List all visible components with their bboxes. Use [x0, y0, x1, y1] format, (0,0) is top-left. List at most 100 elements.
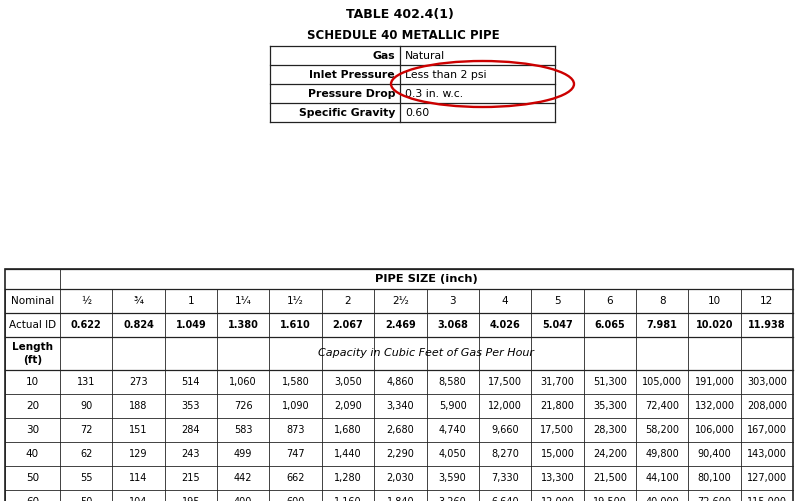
Text: 11.938: 11.938 [748, 320, 786, 330]
Text: 50: 50 [26, 473, 39, 483]
Text: 215: 215 [182, 473, 200, 483]
Text: 208,000: 208,000 [747, 401, 787, 411]
Text: 1,090: 1,090 [282, 401, 310, 411]
Text: 8,580: 8,580 [439, 377, 466, 387]
Text: 60: 60 [26, 497, 39, 501]
Text: 106,000: 106,000 [694, 425, 734, 435]
Text: 55: 55 [80, 473, 93, 483]
Text: 12,000: 12,000 [488, 401, 522, 411]
Text: 12: 12 [760, 296, 774, 306]
Text: 5: 5 [554, 296, 561, 306]
Text: Nominal: Nominal [11, 296, 54, 306]
Text: 3,050: 3,050 [334, 377, 362, 387]
Text: 72,400: 72,400 [645, 401, 679, 411]
Text: 3: 3 [450, 296, 456, 306]
Text: 21,800: 21,800 [541, 401, 574, 411]
Text: 3,260: 3,260 [439, 497, 466, 501]
Text: 353: 353 [182, 401, 200, 411]
Text: 1,840: 1,840 [386, 497, 414, 501]
Text: 1.380: 1.380 [228, 320, 258, 330]
Text: 5.047: 5.047 [542, 320, 573, 330]
Text: Inlet Pressure: Inlet Pressure [310, 70, 395, 80]
Text: 600: 600 [286, 497, 305, 501]
Text: 132,000: 132,000 [694, 401, 734, 411]
Text: 2,090: 2,090 [334, 401, 362, 411]
Text: Specific Gravity: Specific Gravity [298, 108, 395, 118]
Text: 1,060: 1,060 [230, 377, 257, 387]
Text: PIPE SIZE (inch): PIPE SIZE (inch) [375, 274, 478, 284]
Text: 105,000: 105,000 [642, 377, 682, 387]
Text: 20: 20 [26, 401, 39, 411]
Text: 188: 188 [130, 401, 148, 411]
Text: Gas: Gas [372, 51, 395, 61]
Text: 15,000: 15,000 [541, 449, 574, 459]
Text: 114: 114 [130, 473, 148, 483]
Text: SCHEDULE 40 METALLIC PIPE: SCHEDULE 40 METALLIC PIPE [307, 29, 500, 42]
Text: 17,500: 17,500 [488, 377, 522, 387]
Text: 273: 273 [130, 377, 148, 387]
Text: 3.068: 3.068 [438, 320, 468, 330]
Text: Pressure Drop: Pressure Drop [307, 89, 395, 99]
Text: ¾: ¾ [134, 296, 143, 306]
Text: 2.469: 2.469 [385, 320, 416, 330]
Text: 58,200: 58,200 [645, 425, 679, 435]
Text: TABLE 402.4(1): TABLE 402.4(1) [346, 8, 454, 21]
Text: 19,500: 19,500 [593, 497, 626, 501]
Text: 2,030: 2,030 [386, 473, 414, 483]
Text: 40,000: 40,000 [646, 497, 679, 501]
Text: 44,100: 44,100 [646, 473, 679, 483]
Text: Actual ID: Actual ID [9, 320, 56, 330]
Text: 1,680: 1,680 [334, 425, 362, 435]
Text: 1,280: 1,280 [334, 473, 362, 483]
Text: 80,100: 80,100 [698, 473, 731, 483]
Text: 24,200: 24,200 [593, 449, 626, 459]
Text: 115,000: 115,000 [747, 497, 787, 501]
Text: 5,900: 5,900 [439, 401, 466, 411]
Text: 2: 2 [345, 296, 351, 306]
Text: 2,290: 2,290 [386, 449, 414, 459]
Text: 4,860: 4,860 [386, 377, 414, 387]
Text: 662: 662 [286, 473, 305, 483]
Text: Less than 2 psi: Less than 2 psi [405, 70, 486, 80]
Text: 49,800: 49,800 [646, 449, 679, 459]
Text: 3,590: 3,590 [439, 473, 466, 483]
Text: 1.610: 1.610 [280, 320, 311, 330]
Text: 6,640: 6,640 [491, 497, 519, 501]
Text: 7.981: 7.981 [646, 320, 678, 330]
Text: Natural: Natural [405, 51, 445, 61]
Text: 151: 151 [130, 425, 148, 435]
Text: 2,680: 2,680 [386, 425, 414, 435]
Text: 442: 442 [234, 473, 253, 483]
Text: 1,580: 1,580 [282, 377, 310, 387]
Text: 1.049: 1.049 [175, 320, 206, 330]
Text: 10: 10 [708, 296, 721, 306]
Text: 40: 40 [26, 449, 39, 459]
Text: 90,400: 90,400 [698, 449, 731, 459]
Text: 8: 8 [658, 296, 666, 306]
Text: 30: 30 [26, 425, 39, 435]
Text: 7,330: 7,330 [491, 473, 519, 483]
Text: 303,000: 303,000 [747, 377, 786, 387]
Text: 131: 131 [77, 377, 95, 387]
Text: 129: 129 [130, 449, 148, 459]
Text: 90: 90 [80, 401, 92, 411]
Text: 13,300: 13,300 [541, 473, 574, 483]
Text: 17,500: 17,500 [540, 425, 574, 435]
Text: 6.065: 6.065 [594, 320, 625, 330]
Text: 2¹⁄₂: 2¹⁄₂ [392, 296, 409, 306]
Text: 0.60: 0.60 [405, 108, 430, 118]
Text: 0.824: 0.824 [123, 320, 154, 330]
Text: 191,000: 191,000 [694, 377, 734, 387]
Text: 1¹⁄₄: 1¹⁄₄ [235, 296, 252, 306]
Text: 28,300: 28,300 [593, 425, 626, 435]
Text: 10: 10 [26, 377, 39, 387]
Text: 583: 583 [234, 425, 253, 435]
Text: 62: 62 [80, 449, 92, 459]
Text: 873: 873 [286, 425, 305, 435]
Text: 167,000: 167,000 [747, 425, 787, 435]
Text: 4.026: 4.026 [490, 320, 521, 330]
Text: 104: 104 [130, 497, 148, 501]
Text: 31,700: 31,700 [541, 377, 574, 387]
Text: 6: 6 [606, 296, 613, 306]
Text: 127,000: 127,000 [746, 473, 787, 483]
